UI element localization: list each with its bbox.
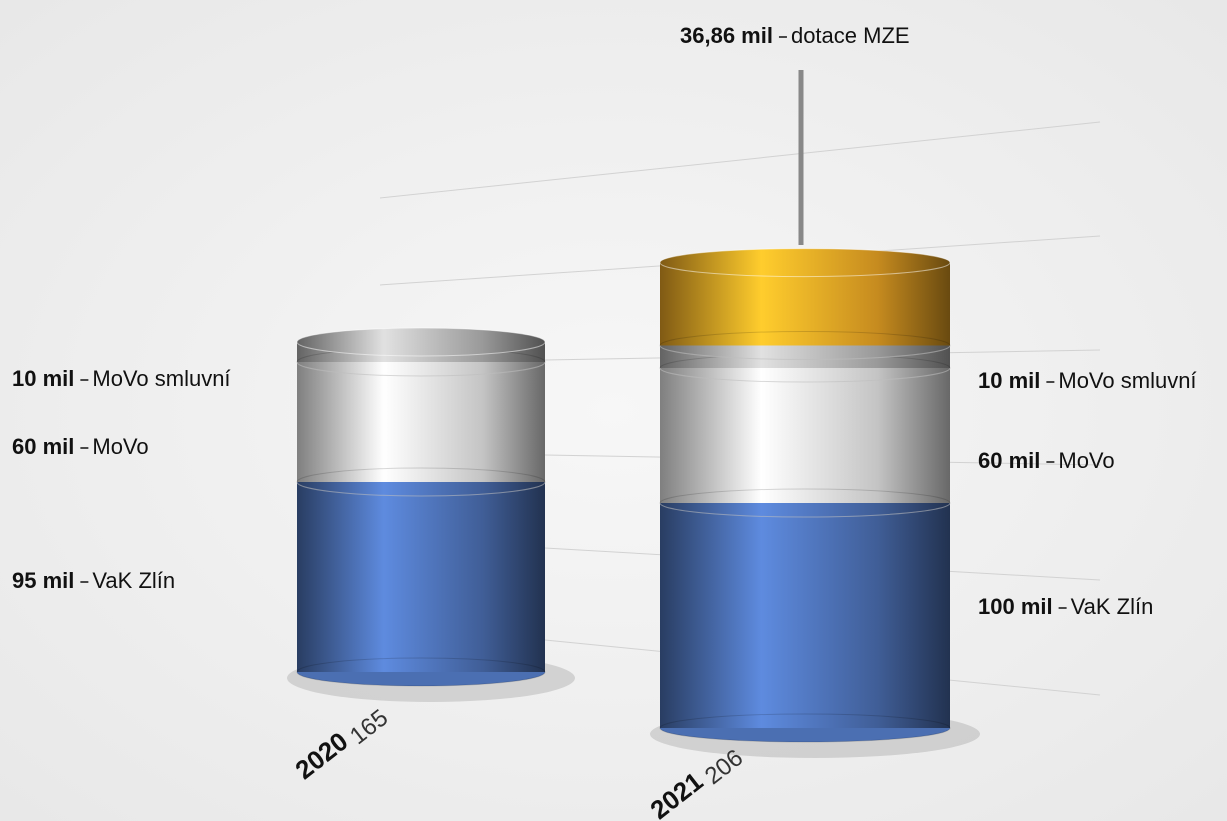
value-label: 60 mil bbox=[12, 434, 74, 459]
bar-segment bbox=[297, 362, 545, 482]
series-name: VaK Zlín bbox=[92, 568, 175, 593]
value-label: 100 mil bbox=[978, 594, 1053, 619]
series-name: MoVo bbox=[1058, 448, 1114, 473]
value-label: 10 mil bbox=[978, 368, 1040, 393]
series-name: MoVo smluvní bbox=[1058, 368, 1196, 393]
value-label: 36,86 mil bbox=[680, 23, 773, 48]
value-label: 10 mil bbox=[12, 366, 74, 391]
segment-bottom-edge bbox=[296, 657, 546, 687]
series-name: MoVo smluvní bbox=[92, 366, 230, 391]
series-name: MoVo bbox=[92, 434, 148, 459]
segment-top bbox=[296, 327, 546, 357]
segment-bottom-edge bbox=[659, 488, 951, 518]
series-name: VaK Zlín bbox=[1071, 594, 1154, 619]
value-label: 95 mil bbox=[12, 568, 74, 593]
segment-bottom-edge bbox=[296, 467, 546, 497]
value-label: 60 mil bbox=[978, 448, 1040, 473]
series-name: dotace MZE bbox=[791, 23, 910, 48]
segment-top bbox=[659, 248, 951, 278]
segment-bottom-edge bbox=[659, 713, 951, 743]
bar-segment bbox=[297, 482, 545, 672]
bar-segment bbox=[660, 368, 950, 503]
bar-segment bbox=[660, 503, 950, 728]
segment-bottom-edge bbox=[659, 331, 951, 360]
